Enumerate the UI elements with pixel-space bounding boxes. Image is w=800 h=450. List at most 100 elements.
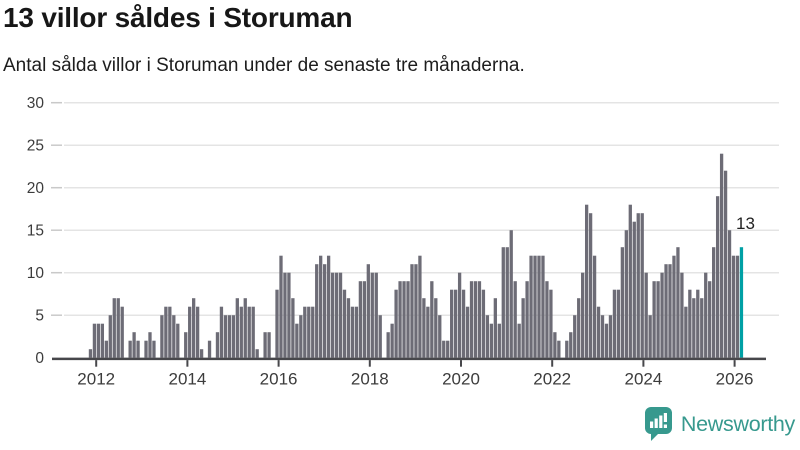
bar: [358, 281, 363, 358]
year-label: 2016: [260, 370, 298, 389]
bar: [414, 264, 418, 358]
bar: [378, 315, 382, 358]
bar: [465, 306, 470, 358]
bar: [192, 298, 196, 358]
bar: [549, 289, 553, 358]
year-label: 2018: [351, 370, 389, 389]
bar: [330, 272, 335, 358]
bar: [628, 204, 632, 358]
bar: [438, 315, 442, 358]
y-tick-label: 10: [27, 265, 45, 282]
bar: [263, 332, 267, 358]
bar: [608, 315, 613, 358]
bar: [366, 264, 370, 358]
bar: [338, 272, 343, 358]
bar: [231, 315, 235, 358]
bar: [493, 298, 497, 358]
bar: [656, 281, 660, 358]
bar: [346, 298, 351, 358]
bar: [295, 323, 299, 358]
bar: [144, 340, 148, 358]
bar: [195, 306, 200, 358]
bar: [88, 349, 93, 358]
bar: [184, 332, 188, 358]
bar: [299, 315, 303, 358]
bar: [573, 315, 577, 358]
bar: [541, 255, 545, 358]
bar: [100, 323, 105, 358]
bar: [644, 272, 648, 358]
newsworthy-wordmark: Newsworthy: [680, 412, 795, 436]
bar: [303, 306, 307, 358]
bar: [227, 315, 232, 358]
bar: [251, 306, 255, 358]
bar: [731, 255, 736, 358]
bar: [434, 298, 438, 358]
bar: [668, 264, 672, 358]
bar: [176, 323, 180, 358]
bar: [148, 332, 152, 358]
bar: [136, 340, 140, 358]
bar: [426, 306, 430, 358]
bar: [235, 298, 239, 358]
bar: [704, 272, 708, 358]
bar: [207, 340, 212, 358]
bar: [283, 272, 287, 358]
bar: [128, 340, 132, 358]
bar: [680, 272, 684, 358]
bar: [219, 306, 224, 358]
bar: [461, 289, 466, 358]
bar: [469, 281, 474, 358]
bar: [104, 340, 108, 358]
year-label: 2026: [716, 370, 754, 389]
bar: [588, 213, 593, 358]
bar: [406, 281, 410, 358]
bar: [719, 153, 724, 358]
bar: [188, 306, 192, 358]
y-tick-label: 5: [35, 308, 44, 325]
bar: [553, 332, 557, 358]
bar: [291, 298, 295, 358]
bar: [223, 315, 228, 358]
bar: [422, 298, 426, 358]
bar: [688, 289, 692, 358]
year-label: 2020: [442, 370, 480, 389]
bar: [497, 323, 501, 358]
bar: [442, 340, 446, 358]
bar: [239, 306, 243, 358]
bar: [215, 332, 220, 358]
bar: [696, 289, 700, 358]
bar: [370, 272, 374, 358]
bar: [342, 289, 347, 358]
bar: [620, 247, 625, 358]
bar: [362, 281, 366, 358]
bar: [307, 306, 311, 358]
bar: [311, 306, 315, 358]
year-label: 2022: [533, 370, 571, 389]
bar: [255, 349, 259, 358]
bar: [660, 272, 664, 358]
bar: [672, 255, 676, 358]
bar: [112, 298, 116, 358]
bar: [108, 315, 112, 358]
bar: [569, 332, 573, 358]
bar: [545, 281, 549, 358]
bar: [640, 213, 644, 358]
bar: [152, 340, 156, 358]
bar: [700, 298, 704, 358]
bar: [684, 306, 688, 358]
bar: [315, 264, 319, 358]
bar: [723, 170, 728, 358]
bar: [446, 340, 450, 358]
y-tick-label: 0: [35, 350, 44, 367]
bar: [600, 315, 605, 358]
highlighted-bar: [739, 247, 744, 358]
y-tick-label: 25: [27, 138, 44, 155]
bar: [279, 255, 283, 358]
bar: [624, 230, 628, 358]
bar: [525, 281, 529, 358]
y-tick-label: 20: [27, 180, 45, 197]
bar: [164, 306, 168, 358]
bar: [533, 255, 537, 358]
